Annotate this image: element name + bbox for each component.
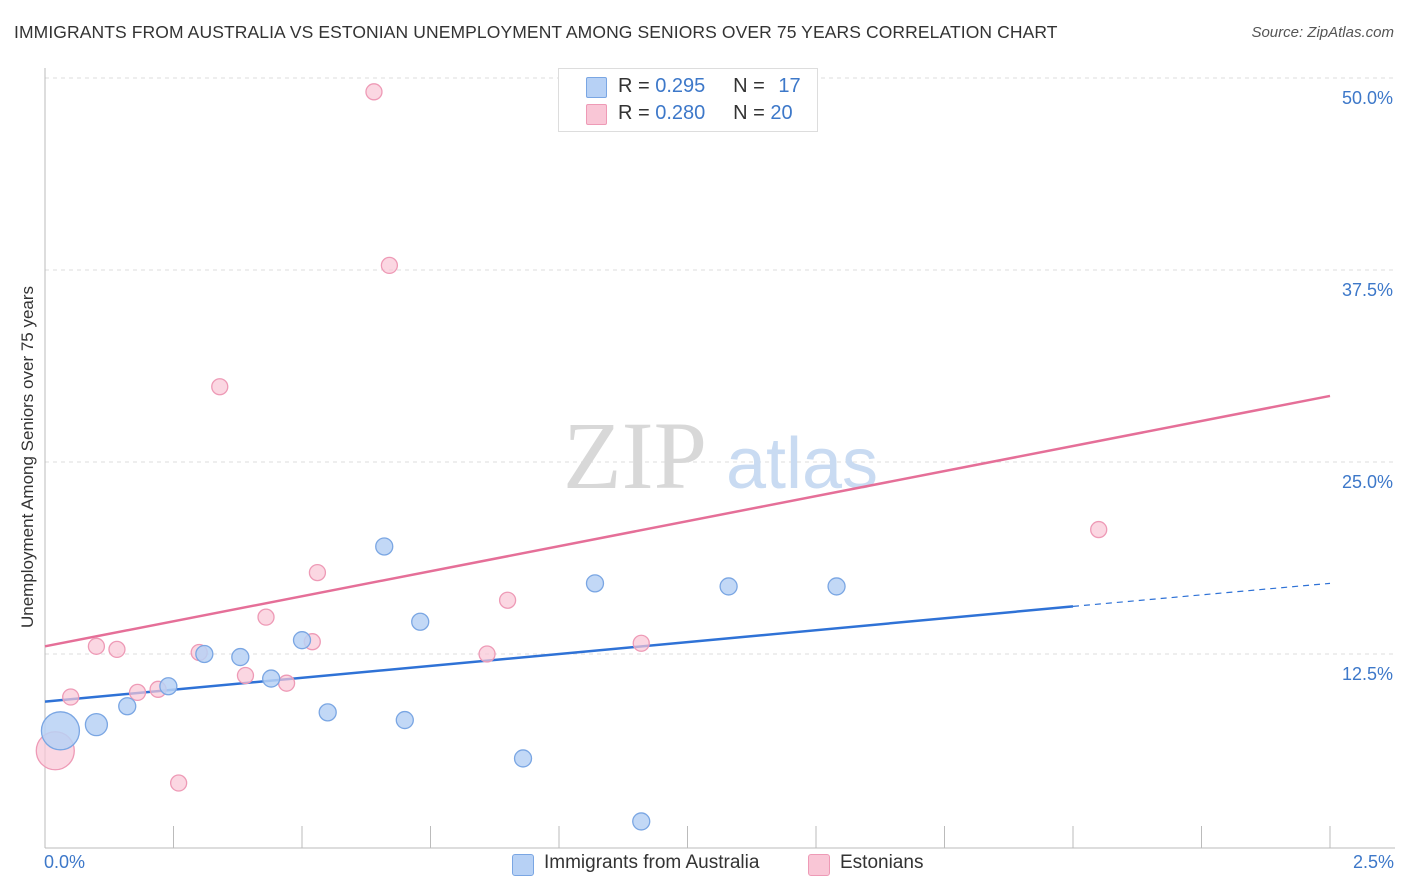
legend-swatch-pink: [808, 854, 830, 876]
point-estonians: [236, 666, 255, 685]
legend-n-value: 20: [770, 102, 793, 124]
y-tick-label: 50.0%: [1342, 88, 1393, 108]
y-tick-labels: 12.5% 25.0% 37.5% 50.0%: [1342, 88, 1393, 684]
legend-n-value: 17: [778, 75, 801, 97]
point-australia: [513, 749, 533, 768]
point-australia: [375, 537, 394, 556]
point-estonians: [211, 378, 229, 396]
x-tick-label-max: 2.5%: [1352, 852, 1394, 872]
legend-label-australia: Immigrants from Australia: [544, 852, 760, 873]
point-australia: [84, 713, 109, 737]
source-label: Source: ZipAtlas.com: [1251, 24, 1394, 41]
point-australia: [632, 812, 651, 831]
watermark-atlas: atlas: [726, 424, 878, 504]
trend-lines: [44, 394, 1331, 703]
watermark-zip: ZIP: [563, 402, 707, 509]
legend-n-label: N =: [733, 102, 765, 124]
legend-r-value: 0.280: [655, 102, 706, 124]
data-points: [35, 83, 1108, 831]
point-estonians: [128, 683, 147, 702]
point-estonians: [277, 674, 296, 692]
legend-swatch-blue: [586, 77, 607, 98]
point-estonians: [498, 591, 517, 609]
point-estonians: [380, 256, 399, 275]
point-estonians: [1090, 520, 1108, 539]
point-australia: [159, 677, 178, 696]
y-axis-label: Unemployment Among Seniors over 75 years: [18, 285, 37, 629]
point-australia: [411, 612, 430, 631]
point-australia: [395, 710, 414, 730]
point-estonians: [257, 608, 275, 626]
x-tick-label-min: 0.0%: [44, 852, 86, 872]
legend-r-label: R =: [618, 102, 650, 124]
legend-r-value: 0.295: [655, 75, 706, 97]
point-estonians: [62, 688, 80, 706]
chart-title: IMMIGRANTS FROM AUSTRALIA VS ESTONIAN UN…: [14, 22, 1058, 42]
correlation-legend: R = 0.295 N = 17 R = 0.280 N = 20: [558, 68, 818, 132]
point-australia: [827, 577, 846, 596]
point-australia: [262, 669, 281, 688]
watermark: ZIP atlas: [563, 402, 878, 509]
point-australia: [719, 577, 738, 596]
point-australia: [40, 711, 81, 751]
point-australia: [231, 647, 250, 667]
y-tick-label: 25.0%: [1342, 472, 1393, 492]
point-estonians: [169, 774, 188, 792]
y-tick-label: 37.5%: [1342, 280, 1393, 300]
grid-lines: [45, 77, 1395, 655]
legend-swatch-pink: [586, 104, 607, 125]
legend-label-estonians: Estonians: [840, 852, 924, 873]
trend-line-estonians: [44, 394, 1331, 648]
y-tick-label: 12.5%: [1342, 664, 1393, 684]
point-estonians: [108, 640, 126, 659]
trend-line-australia: [44, 605, 1074, 703]
point-estonians: [308, 563, 327, 582]
point-estonians: [365, 83, 383, 101]
point-estonians: [478, 645, 496, 663]
trend-line-australia-extension: [1072, 582, 1331, 607]
point-australia: [195, 644, 214, 664]
point-estonians: [632, 634, 650, 652]
point-australia: [118, 697, 137, 716]
legend-n-label: N =: [733, 75, 765, 97]
legend-swatch-blue: [512, 854, 534, 876]
axes: [44, 68, 1395, 849]
point-estonians: [87, 637, 106, 655]
series-legend: Immigrants from Australia Estonians: [0, 852, 1406, 878]
point-australia: [318, 703, 337, 722]
point-australia: [585, 574, 605, 593]
legend-r-label: R =: [618, 75, 650, 97]
point-australia: [292, 631, 312, 650]
